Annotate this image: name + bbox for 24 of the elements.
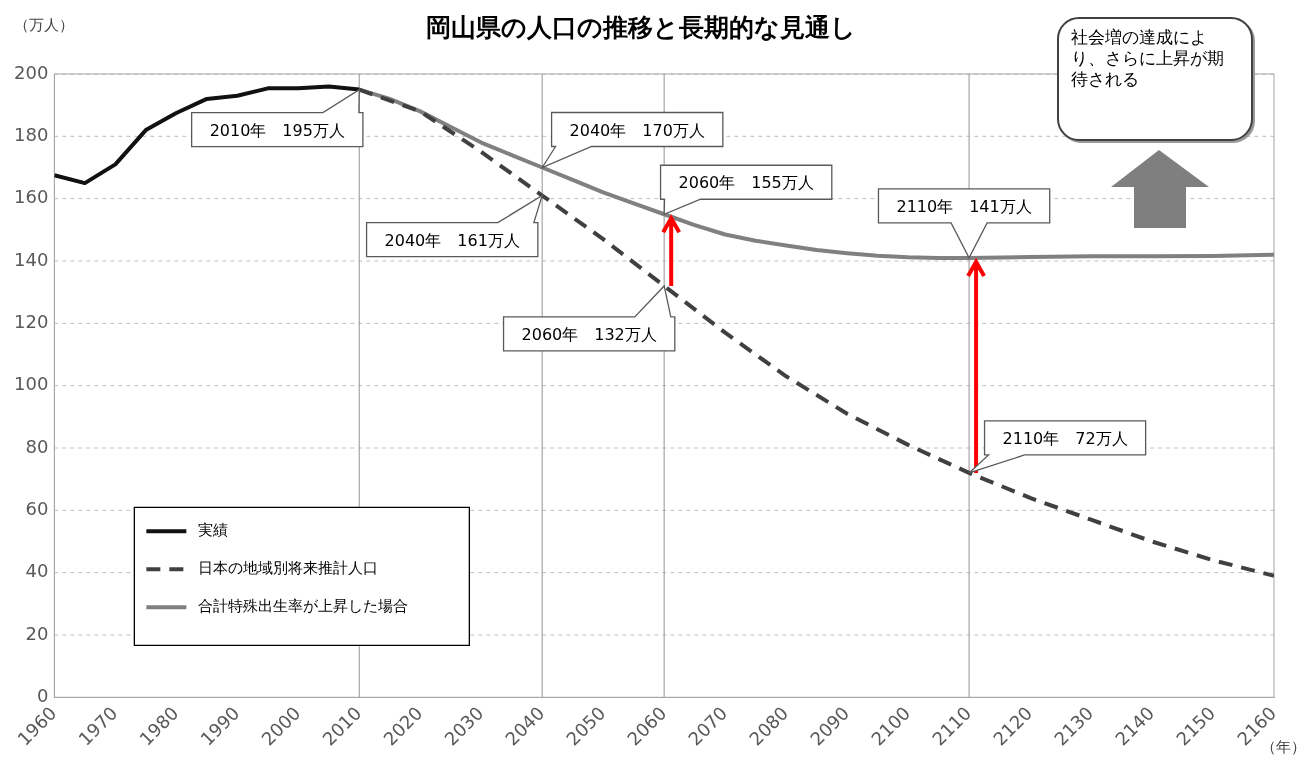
y-axis-title: （万人） — [14, 15, 75, 34]
y-tick-label: 100 — [14, 373, 49, 395]
chart-title: 岡山県の人口の推移と長期的な見通し — [426, 12, 856, 42]
y-tick-label: 200 — [14, 61, 49, 83]
y-tick-label: 180 — [14, 124, 49, 146]
y-tick-label: 20 — [25, 622, 49, 644]
annotation: 2110年 141万人 — [896, 196, 1032, 216]
legend-label: 日本の地域別将来推計人口 — [198, 559, 379, 578]
y-tick-label: 120 — [14, 311, 49, 333]
y-tick-label: 140 — [14, 248, 49, 270]
legend-label: 実績 — [198, 521, 229, 540]
annotation: 2010年 195万人 — [209, 120, 345, 140]
annotation: 2060年 132万人 — [521, 324, 657, 344]
y-tick-label: 160 — [14, 186, 49, 208]
y-tick-label: 60 — [25, 498, 49, 520]
y-tick-label: 80 — [25, 435, 49, 457]
annotation: 2040年 161万人 — [384, 230, 520, 250]
y-tick-label: 40 — [25, 560, 49, 582]
annotation: 2110年 72万人 — [1002, 428, 1128, 448]
legend-label: 合計特殊出生率が上昇した場合 — [198, 597, 409, 616]
rounded-box: 社会増の達成により、さらに上昇が期待される — [1057, 17, 1253, 141]
y-tick-label: 0 — [36, 685, 49, 707]
annotation: 2060年 155万人 — [678, 173, 814, 193]
annotation: 2040年 170万人 — [569, 120, 705, 140]
